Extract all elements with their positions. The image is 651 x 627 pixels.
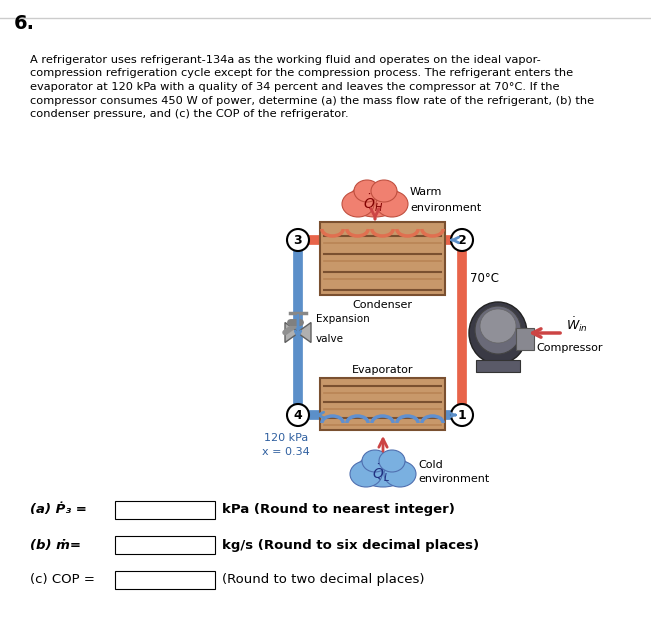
Text: (c) COP =: (c) COP = (30, 574, 95, 586)
Ellipse shape (480, 309, 516, 343)
Text: $\dot{W}_{in}$: $\dot{W}_{in}$ (566, 315, 588, 334)
Text: evaporator at 120 kPa with a quality of 34 percent and leaves the compressor at : evaporator at 120 kPa with a quality of … (30, 82, 559, 92)
Text: 6.: 6. (14, 14, 35, 33)
Ellipse shape (342, 191, 374, 217)
Text: (a) Ṗ₃ =: (a) Ṗ₃ = (30, 503, 87, 517)
Bar (516, 328, 534, 350)
Text: A refrigerator uses refrigerant-134a as the working fluid and operates on the id: A refrigerator uses refrigerant-134a as … (30, 55, 541, 65)
Text: (Round to two decimal places): (Round to two decimal places) (222, 574, 424, 586)
Text: 4: 4 (294, 409, 302, 422)
Bar (320, 222, 445, 295)
Ellipse shape (357, 453, 409, 487)
Text: Condenser: Condenser (352, 300, 413, 310)
Bar (115, 501, 215, 519)
Text: valve: valve (316, 334, 344, 344)
Ellipse shape (354, 180, 380, 202)
Ellipse shape (475, 306, 521, 354)
Text: Expansion: Expansion (316, 315, 370, 325)
Circle shape (287, 404, 309, 426)
Circle shape (287, 229, 309, 251)
Ellipse shape (379, 450, 405, 472)
Bar (320, 378, 445, 430)
Polygon shape (297, 322, 311, 342)
Text: kPa (Round to nearest integer): kPa (Round to nearest integer) (222, 503, 455, 517)
Text: Warm: Warm (410, 187, 443, 197)
Bar (115, 571, 215, 589)
Text: kg/s (Round to six decimal places): kg/s (Round to six decimal places) (222, 539, 479, 552)
Ellipse shape (371, 180, 397, 202)
Text: (b) ṁ=: (b) ṁ= (30, 539, 81, 552)
Text: Evaporator: Evaporator (352, 365, 413, 375)
Circle shape (451, 404, 473, 426)
Text: environment: environment (410, 203, 481, 213)
Text: Cold: Cold (418, 460, 443, 470)
Text: 1: 1 (458, 409, 466, 422)
Text: $\dot{Q}_H$: $\dot{Q}_H$ (363, 192, 383, 214)
Text: compressor consumes 450 W of power, determine (a) the mass flow rate of the refr: compressor consumes 450 W of power, dete… (30, 95, 594, 105)
Text: 2: 2 (458, 234, 466, 247)
Text: Compressor: Compressor (536, 343, 602, 353)
Text: 70°C: 70°C (470, 271, 499, 285)
Ellipse shape (350, 461, 382, 487)
Ellipse shape (349, 183, 401, 217)
Text: 3: 3 (294, 234, 302, 247)
Circle shape (451, 229, 473, 251)
Ellipse shape (384, 461, 416, 487)
Bar (476, 360, 520, 372)
Text: 120 kPa: 120 kPa (264, 433, 308, 443)
Text: compression refrigeration cycle except for the compression process. The refriger: compression refrigeration cycle except f… (30, 68, 573, 78)
Bar (115, 536, 215, 554)
Text: x = 0.34: x = 0.34 (262, 447, 310, 457)
Text: $\dot{Q}_L$: $\dot{Q}_L$ (372, 463, 390, 483)
Text: environment: environment (418, 474, 490, 484)
Ellipse shape (469, 302, 527, 364)
Ellipse shape (362, 450, 388, 472)
Text: condenser pressure, and (c) the COP of the refrigerator.: condenser pressure, and (c) the COP of t… (30, 109, 349, 119)
Polygon shape (285, 322, 299, 342)
Ellipse shape (376, 191, 408, 217)
